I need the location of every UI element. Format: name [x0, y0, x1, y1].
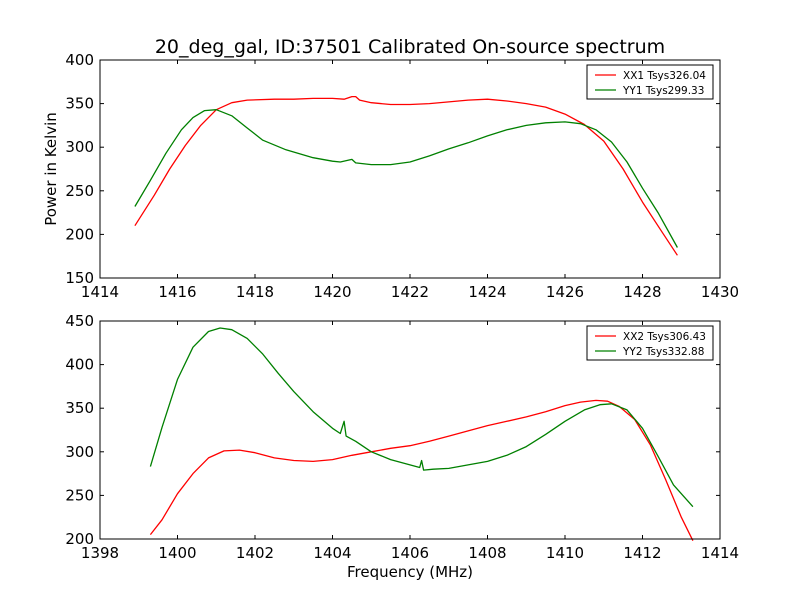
bottom-x-tick-label: 1398	[81, 544, 119, 562]
top-legend-entry-1: XX1 Tsys326.04	[623, 70, 706, 82]
top-y-tick-label: 400	[65, 51, 94, 69]
bottom-legend-entry-1: XX2 Tsys306.43	[623, 331, 706, 343]
top-legend-entry-2: YY1 Tsys299.33	[622, 85, 704, 97]
top-series-line-1	[134, 95, 678, 256]
bottom-y-tick-label: 250	[65, 486, 94, 504]
bottom-x-tick-label: 1414	[701, 544, 739, 562]
top-legend: XX1 Tsys326.04 YY1 Tsys299.33	[586, 64, 714, 100]
bottom-y-tick-label: 450	[65, 312, 94, 330]
top-panel: 1414 1416 1418 1420 1422 1424 1426 1428 1430 150 2…	[42, 51, 739, 301]
bottom-x-tick-label: 1406	[391, 544, 429, 562]
bottom-series-line-2	[149, 327, 694, 508]
top-y-tick-label: 300	[65, 138, 94, 156]
top-legend-box	[586, 64, 714, 100]
top-x-tick-label: 1424	[468, 283, 506, 301]
top-y-tick-label: 150	[65, 269, 94, 287]
top-x-tick-label: 1414	[81, 283, 119, 301]
top-y-tick-label: 250	[65, 182, 94, 200]
bottom-x-tick-label: 1410	[546, 544, 584, 562]
top-x-tick-label: 1426	[546, 283, 584, 301]
bottom-x-tick-label: 1402	[236, 544, 274, 562]
bottom-y-tick-label: 300	[65, 443, 94, 461]
bottom-y-tick-label: 400	[65, 356, 94, 374]
top-y-axis-label: Power in Kelvin	[42, 112, 60, 226]
top-x-tick-label: 1422	[391, 283, 429, 301]
top-series-line-2	[134, 109, 678, 248]
bottom-x-tick-label: 1404	[313, 544, 351, 562]
bottom-panel: 1398 1400 1402 1404 1406 1408 1410 1412 1414 200 2…	[65, 312, 739, 581]
bottom-legend: XX2 Tsys306.43 YY2 Tsys332.88	[586, 325, 714, 361]
top-x-tick-label: 1416	[158, 283, 196, 301]
bottom-y-tick-label: 350	[65, 399, 94, 417]
bottom-legend-entry-2: YY2 Tsys332.88	[622, 346, 704, 358]
bottom-x-axis-label: Frequency (MHz)	[347, 563, 473, 581]
bottom-x-tick-label: 1412	[623, 544, 661, 562]
bottom-y-tick-label: 200	[65, 530, 94, 548]
bottom-x-tick-label: 1400	[158, 544, 196, 562]
top-y-tick-label: 200	[65, 225, 94, 243]
top-x-tick-label: 1418	[236, 283, 274, 301]
bottom-x-tick-label: 1408	[468, 544, 506, 562]
top-x-tick-label: 1430	[701, 283, 739, 301]
figure-title: 20_deg_gal, ID:37501 Calibrated On-sourc…	[155, 36, 665, 58]
bottom-legend-box	[586, 325, 714, 361]
top-x-tick-label: 1420	[313, 283, 351, 301]
top-x-tick-label: 1428	[623, 283, 661, 301]
top-y-tick-label: 350	[65, 95, 94, 113]
